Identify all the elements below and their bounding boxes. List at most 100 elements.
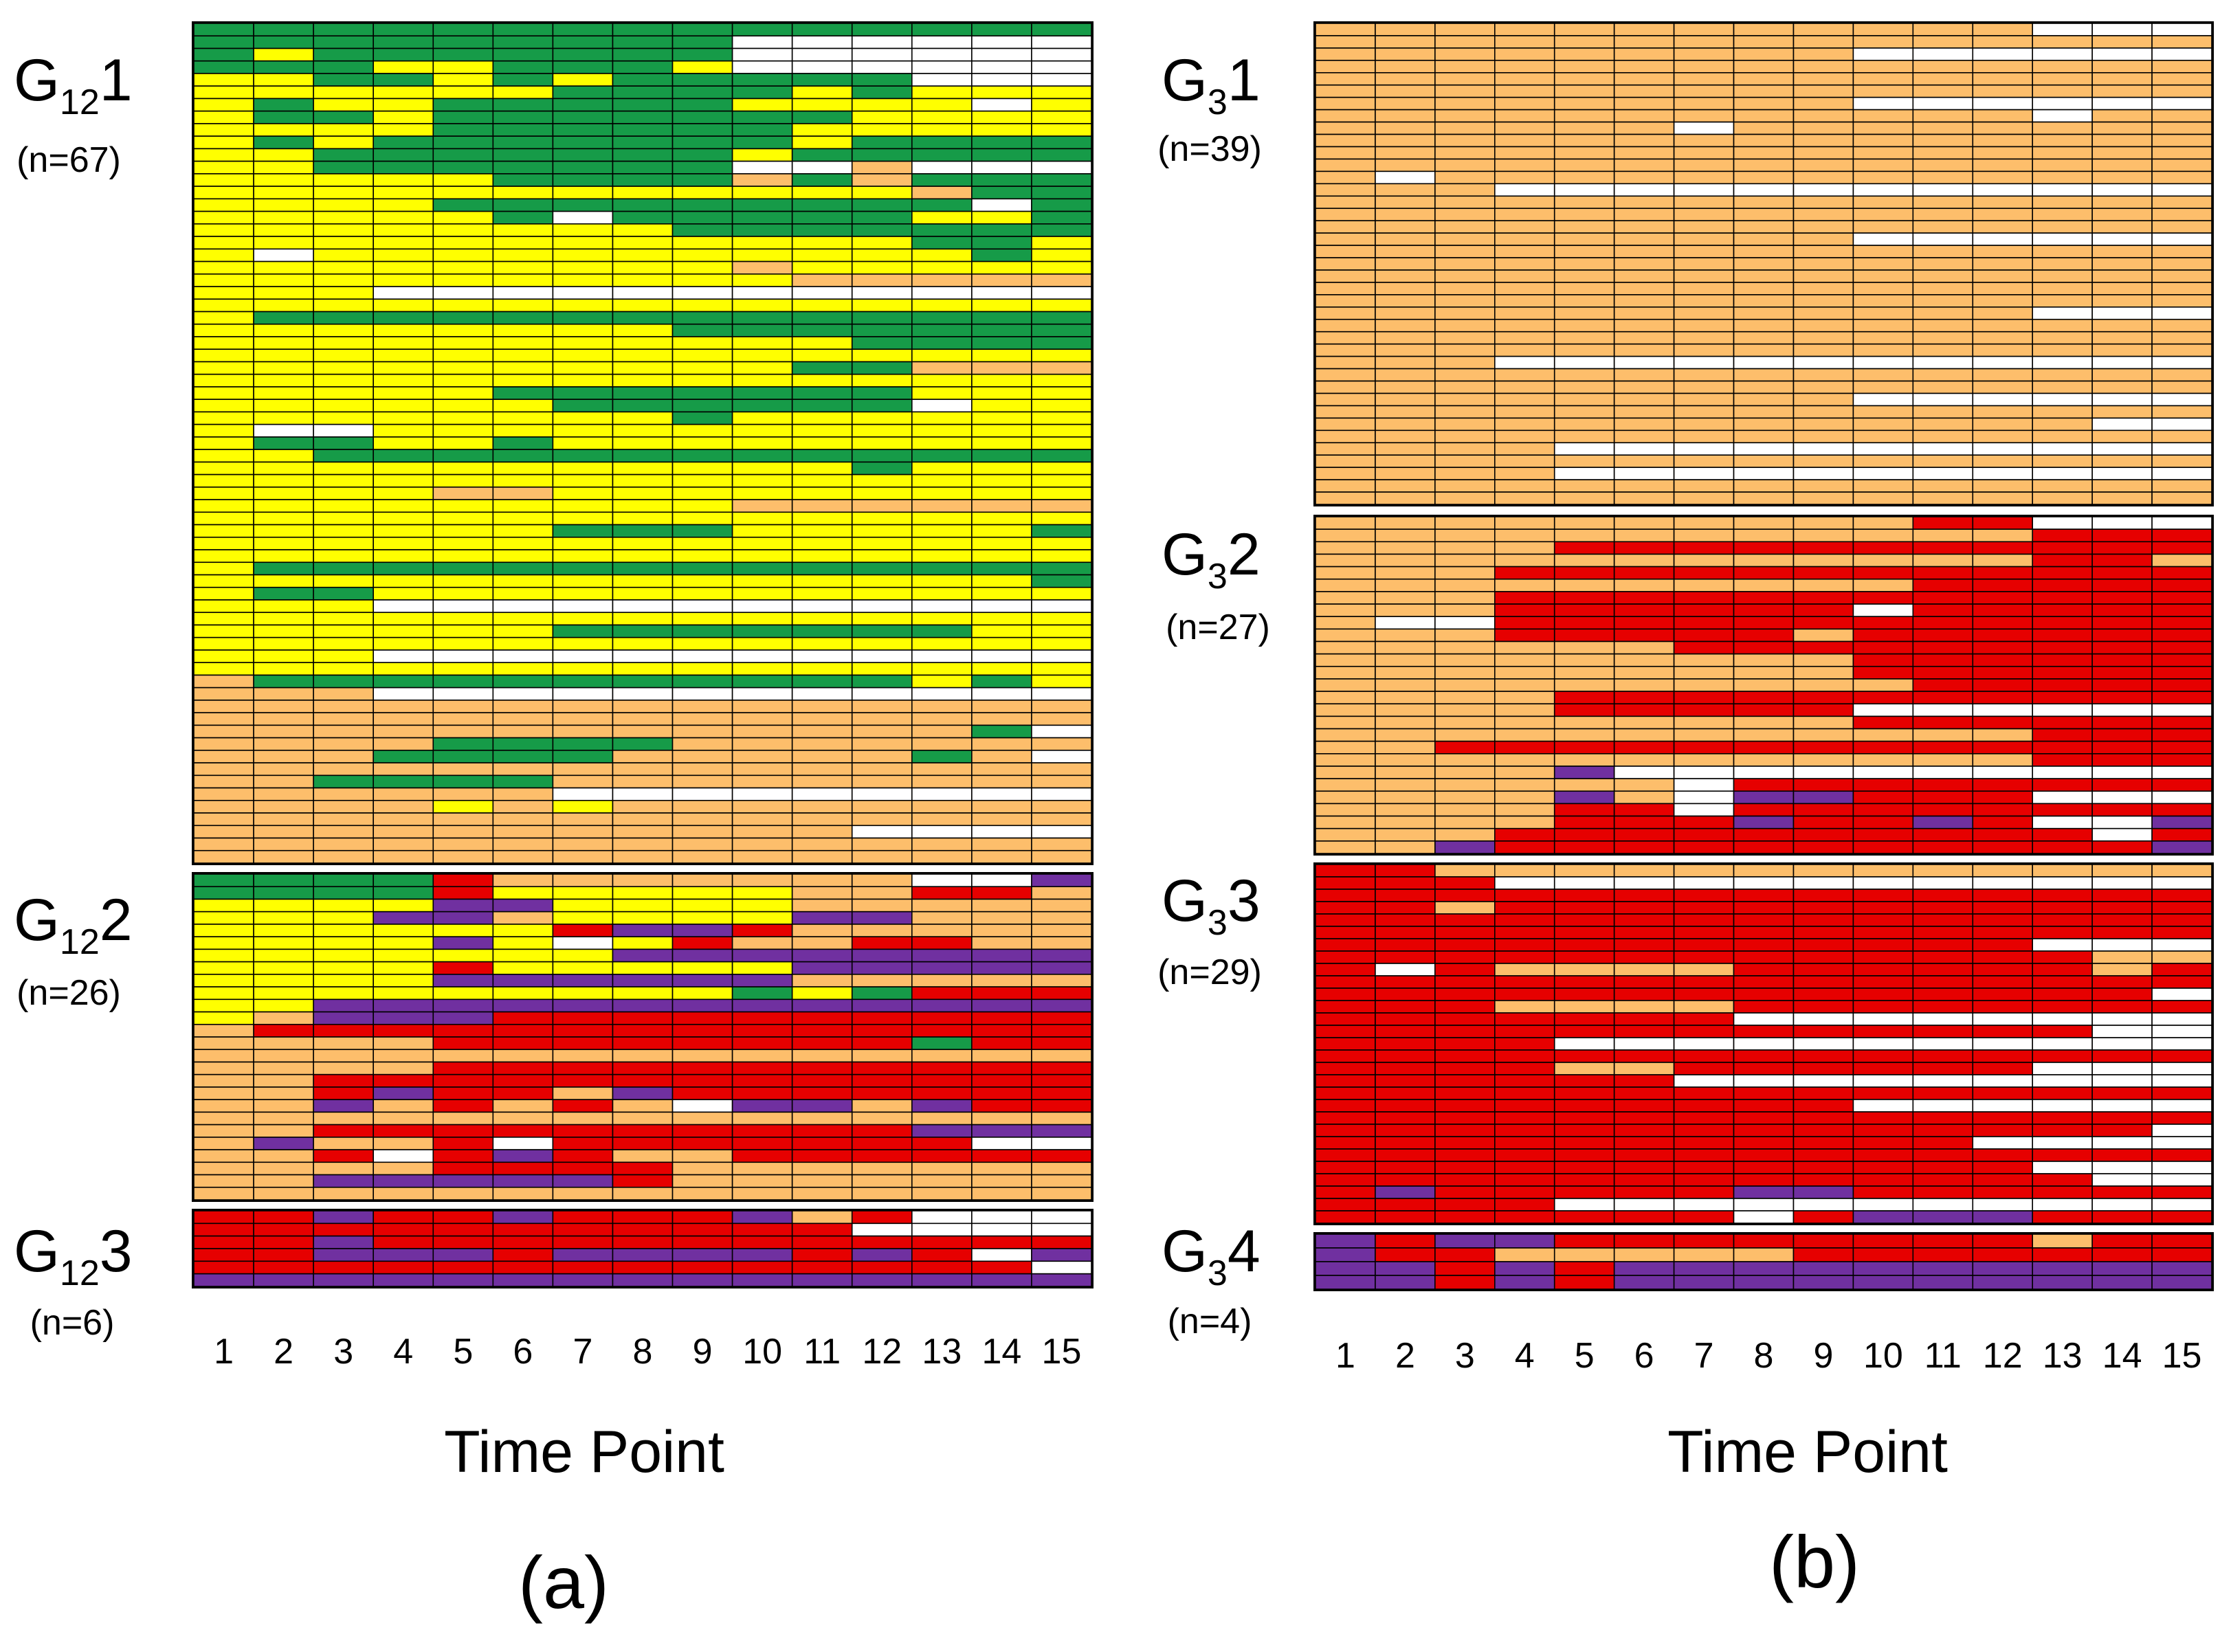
cell-b-g3-r8-t3	[1434, 950, 1496, 964]
cell-b-g2-r19-t11	[1912, 740, 1974, 755]
cell-a-g2-r12-t10	[731, 1011, 793, 1025]
cell-a-g2-r17-t3	[313, 1073, 375, 1088]
cell-a-g1-r46-t9	[671, 586, 733, 601]
cell-b-g1-r33-t9	[1792, 417, 1854, 432]
cell-b-g1-r28-t13	[2032, 355, 2093, 370]
cell-a-g1-r56-t15	[1031, 712, 1092, 726]
cell-b-g2-r21-t8	[1733, 766, 1795, 779]
cell-a-g2-r1-t12	[851, 873, 913, 888]
cell-b-g1-r9-t6	[1613, 121, 1675, 135]
cell-b-g1-r17-t13	[2032, 220, 2093, 234]
cell-b-g1-r2-t12	[1972, 35, 2034, 49]
cell-a-g1-r40-t8	[612, 511, 674, 526]
cell-a-g2-r4-t15	[1031, 911, 1092, 925]
cell-a-g1-r21-t10	[731, 273, 793, 287]
cell-a-g1-r25-t10	[731, 323, 793, 337]
cell-b-g1-r36-t12	[1972, 454, 2034, 468]
cell-b-g2-r13-t1	[1315, 665, 1376, 680]
cell-a-g1-r18-t15	[1031, 236, 1092, 250]
cell-b-g2-r25-t10	[1852, 815, 1914, 829]
cell-a-g2-r12-t6	[492, 1011, 554, 1025]
cell-b-g4-r4-t10	[1852, 1275, 1914, 1290]
cell-b-g1-r15-t4	[1494, 195, 1555, 210]
cell-b-g2-r8-t10	[1852, 603, 1914, 617]
cell-b-g1-r37-t15	[2151, 467, 2212, 480]
cell-a-g1-r67-t4	[373, 849, 434, 864]
cell-b-g2-r14-t7	[1673, 678, 1735, 692]
cell-a-g3-r2-t8	[612, 1223, 674, 1237]
cell-b-g1-r19-t5	[1553, 245, 1615, 258]
cell-b-g2-r8-t2	[1375, 603, 1436, 617]
cell-b-g2-r11-t2	[1375, 640, 1436, 655]
cell-b-g3-r16-t15	[2151, 1049, 2212, 1063]
cell-b-g3-r27-t9	[1792, 1185, 1854, 1199]
cell-a-g2-r19-t8	[612, 1099, 674, 1113]
cell-b-g2-r5-t4	[1494, 566, 1555, 580]
cell-b-g3-r8-t13	[2032, 950, 2093, 964]
cell-a-g1-r11-t15	[1031, 148, 1092, 162]
cell-b-g3-r24-t15	[2151, 1148, 2212, 1162]
cell-b-g2-r22-t6	[1613, 778, 1675, 792]
cell-b-g2-r11-t5	[1553, 640, 1615, 655]
cell-b-g3-r15-t14	[2091, 1037, 2153, 1051]
cell-b-g1-r39-t4	[1494, 491, 1555, 505]
cell-b-g1-r19-t11	[1912, 245, 1974, 258]
cell-a-g2-r10-t8	[612, 986, 674, 1001]
cell-a-g1-r41-t5	[432, 524, 494, 538]
cell-a-g1-r59-t1	[193, 750, 254, 763]
cell-b-g4-r2-t7	[1673, 1247, 1735, 1262]
cell-b-g1-r18-t2	[1375, 232, 1436, 246]
cell-b-g2-r14-t9	[1792, 678, 1854, 692]
cell-a-g1-r23-t2	[253, 298, 314, 313]
cell-b-g1-r25-t6	[1613, 318, 1675, 333]
cell-a-g3-r4-t7	[552, 1248, 614, 1262]
cell-b-g1-r28-t14	[2091, 355, 2153, 370]
cell-a-g1-r34-t12	[851, 436, 913, 450]
cell-b-g2-r18-t5	[1553, 728, 1615, 742]
cell-b-g4-r4-t12	[1972, 1275, 2034, 1290]
cell-a-g2-r8-t9	[671, 961, 733, 975]
cell-a-g1-r22-t3	[313, 286, 375, 300]
cell-b-g3-r5-t15	[2151, 913, 2212, 927]
cell-a-g1-r11-t8	[612, 148, 674, 162]
cell-a-g1-r32-t4	[373, 411, 434, 425]
cell-a-g2-r25-t12	[851, 1174, 913, 1188]
cell-a-g1-r9-t12	[851, 123, 913, 137]
cell-b-g1-r29-t8	[1733, 368, 1795, 382]
cell-b-g1-r17-t8	[1733, 220, 1795, 234]
cell-a-g1-r67-t11	[791, 849, 853, 864]
cell-b-g1-r23-t13	[2032, 294, 2093, 308]
cell-a-g1-r31-t5	[432, 399, 494, 413]
cell-b-g1-r13-t11	[1912, 170, 1974, 185]
cell-a-g1-r59-t13	[911, 750, 973, 763]
cell-b-g1-r14-t11	[1912, 183, 1974, 197]
cell-a-g2-r14-t11	[791, 1036, 853, 1051]
cell-b-g2-r9-t14	[2091, 616, 2153, 630]
cell-b-g3-r4-t13	[2032, 901, 2093, 915]
cell-a-g1-r9-t11	[791, 123, 853, 137]
cell-a-g2-r4-t6	[492, 911, 554, 925]
cell-b-g3-r23-t12	[1972, 1136, 2034, 1150]
cell-a-g1-r58-t7	[552, 737, 614, 751]
cell-b-g3-r23-t15	[2151, 1136, 2212, 1150]
cell-a-g2-r11-t7	[552, 998, 614, 1013]
cell-a-g1-r36-t5	[432, 461, 494, 476]
cell-b-g3-r29-t3	[1434, 1210, 1496, 1224]
cell-b-g2-r10-t6	[1613, 628, 1675, 643]
cell-b-g4-r3-t15	[2151, 1261, 2212, 1276]
cell-b-g1-r29-t6	[1613, 368, 1675, 382]
cell-a-g2-r14-t15	[1031, 1036, 1092, 1051]
cell-a-g2-r4-t14	[971, 911, 1032, 925]
cell-a-g1-r30-t3	[313, 386, 375, 400]
cell-a-g1-r21-t8	[612, 273, 674, 287]
cell-a-g1-r10-t9	[671, 135, 733, 150]
cell-b-g1-r3-t4	[1494, 47, 1555, 61]
panel-a-cells	[193, 23, 1092, 1287]
cell-a-g1-r49-t9	[671, 624, 733, 638]
cell-a-g1-r3-t13	[911, 47, 973, 62]
cell-b-g1-r8-t12	[1972, 109, 2034, 123]
cell-a-g1-r50-t2	[253, 636, 314, 651]
cell-b-g1-r12-t12	[1972, 158, 2034, 172]
cell-b-g3-r1-t12	[1972, 864, 2034, 878]
cell-b-g2-r7-t2	[1375, 591, 1436, 605]
